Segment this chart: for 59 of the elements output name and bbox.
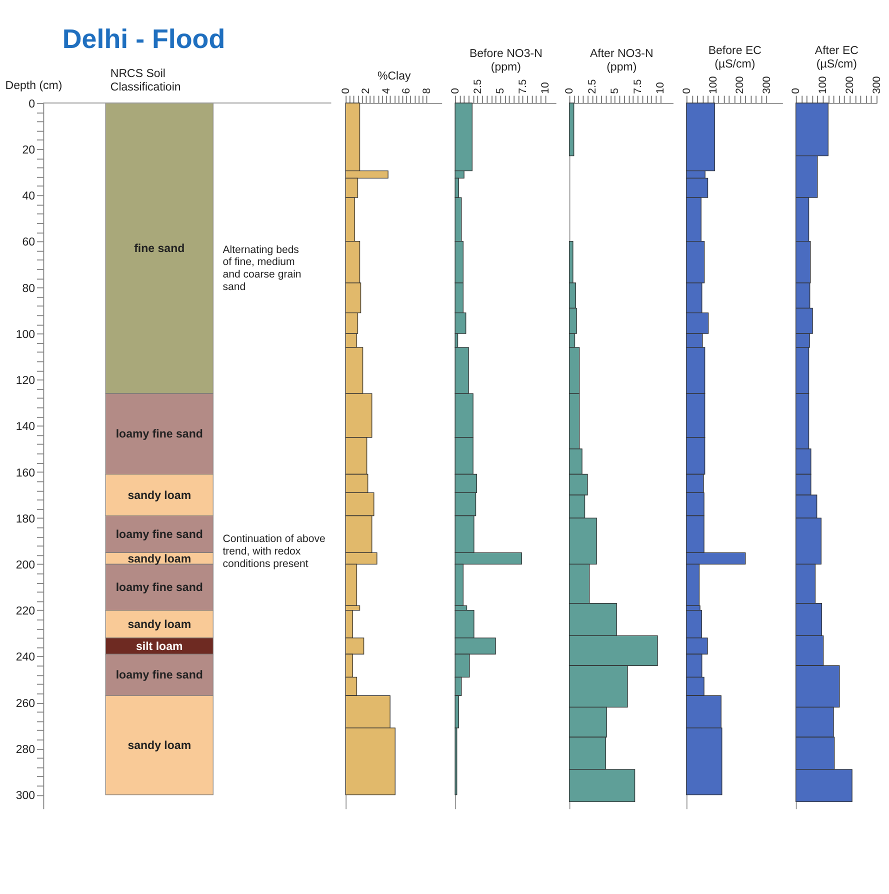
y-tick-label: 160 [16, 467, 36, 480]
y-tick-label: 40 [22, 190, 36, 203]
series-label: loamy fine sand [116, 428, 203, 441]
y-tick-label: 140 [16, 421, 36, 434]
series-label: loamy fine sand [116, 582, 203, 594]
series-label: sandy loam [128, 553, 192, 566]
x-tick-label: 5 [494, 88, 506, 94]
x-tick-label: 0 [449, 88, 462, 94]
annotation: Alternating beds of fine, medium and coarse grain sand [222, 244, 302, 294]
y-tick-label: 20 [22, 144, 36, 156]
chart-title: Delhi - Flood [62, 24, 226, 54]
x-tick-label: 300 [760, 76, 773, 94]
x-tick-label: 5 [609, 88, 622, 94]
x-axis-title: Before NO3-N (ppm) [469, 48, 542, 74]
series-label: sandy loam [128, 740, 192, 752]
series-label: sandy loam [128, 618, 192, 631]
series-label: fine sand [134, 243, 185, 256]
x-axis-title: %Clay [377, 70, 411, 82]
y-tick-label: 260 [16, 698, 36, 710]
x-tick-label: 4 [380, 88, 392, 94]
x-tick-label: 0 [564, 88, 576, 94]
annotation: Continuation of above trend, with redox conditions present [222, 533, 326, 570]
x-axis-title: After NO3-N (ppm) [590, 48, 654, 74]
x-tick-label: 6 [400, 88, 413, 94]
y-tick-label: 100 [16, 328, 36, 341]
x-tick-label: 0 [790, 88, 802, 94]
series-label: sandy loam [128, 490, 192, 502]
series-label: silt loam [136, 640, 183, 653]
x-tick-label: 7.5 [516, 79, 529, 94]
x-axis-title: NRCS Soil Classificatioin [110, 68, 181, 94]
y-tick-label: 0 [28, 98, 36, 110]
y-tick-label: 280 [16, 744, 36, 756]
series-label: loamy fine sand [116, 670, 203, 682]
y-tick-label: 300 [16, 790, 36, 802]
y-tick-label: 180 [16, 513, 36, 526]
x-tick-label: 100 [707, 76, 720, 94]
x-tick-label: 200 [844, 76, 856, 94]
y-tick-label: 200 [16, 560, 36, 572]
y-tick-label: 240 [16, 652, 36, 664]
x-tick-label: 300 [870, 76, 883, 94]
x-tick-label: 10 [654, 82, 667, 94]
y-axis-title: Depth (cm) [5, 80, 62, 92]
x-tick-label: 200 [734, 76, 746, 94]
x-tick-label: 2.5 [586, 79, 598, 94]
series-label: loamy fine sand [116, 529, 203, 542]
x-tick-label: 10 [539, 82, 552, 94]
x-tick-label: 0 [340, 88, 352, 94]
x-axis-title: Before EC (µS/cm) [708, 45, 762, 71]
y-tick-label: 120 [16, 375, 36, 388]
x-axis-title: After EC (µS/cm) [814, 45, 858, 71]
x-tick-label: 0 [680, 88, 693, 94]
x-tick-label: 7.5 [632, 79, 644, 94]
x-tick-label: 2.5 [472, 79, 484, 94]
y-tick-label: 220 [16, 606, 36, 618]
x-tick-label: 2 [360, 88, 372, 94]
y-tick-label: 60 [22, 236, 36, 249]
x-tick-label: 8 [420, 88, 433, 94]
y-tick-label: 80 [22, 282, 36, 295]
x-tick-label: 100 [817, 76, 830, 94]
